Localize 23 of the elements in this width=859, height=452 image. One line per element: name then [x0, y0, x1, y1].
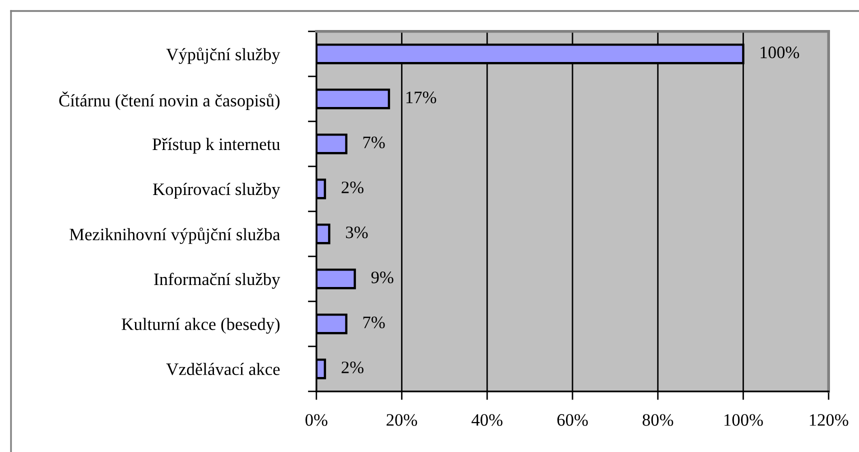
x-tick-label: 0% — [305, 414, 328, 426]
y-tick-label: Přístup k internetu — [152, 138, 280, 154]
y-tick-label: Vzdělávací akce — [166, 362, 280, 376]
data-label: 7% — [363, 316, 385, 328]
x-tick-label: 20% — [386, 414, 418, 426]
y-tick-label: Kopírovací služby — [153, 182, 280, 199]
data-label: 100% — [760, 46, 800, 58]
data-label: 7% — [363, 136, 385, 148]
x-tick-label: 60% — [557, 414, 588, 426]
y-tick-label: Informační služby — [154, 272, 280, 289]
data-label: 9% — [371, 272, 394, 284]
y-tick-label: Meziknihovní výpůjční služba — [70, 228, 280, 244]
y-tick-label: Kulturní akce (besedy) — [122, 318, 280, 334]
x-tick-label: 100% — [724, 414, 763, 426]
y-tick-label: Čítárnu (čtení novin a časopisů) — [59, 91, 280, 110]
data-label: 3% — [346, 226, 368, 238]
y-tick-label: Výpůjční služby — [166, 48, 280, 64]
data-label: 2% — [342, 182, 364, 194]
x-tick-label: 40% — [472, 414, 502, 426]
x-tick-label: 120% — [810, 414, 848, 426]
x-tick-label: 80% — [642, 414, 674, 426]
data-label: 17% — [406, 92, 436, 104]
data-label: 2% — [342, 362, 364, 374]
